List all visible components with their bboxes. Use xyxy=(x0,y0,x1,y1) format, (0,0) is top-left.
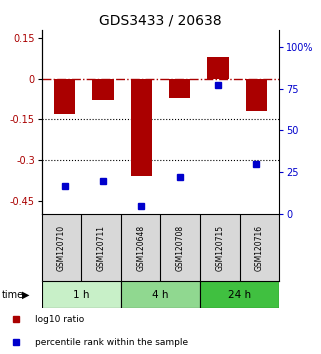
Text: GSM120710: GSM120710 xyxy=(57,225,66,271)
Text: GSM120716: GSM120716 xyxy=(255,225,264,271)
Bar xyxy=(121,281,200,308)
Bar xyxy=(200,281,279,308)
Text: log10 ratio: log10 ratio xyxy=(35,315,84,324)
Bar xyxy=(207,57,229,79)
Text: 24 h: 24 h xyxy=(228,290,251,300)
Bar xyxy=(92,79,114,101)
Text: 1 h: 1 h xyxy=(73,290,90,300)
Text: GSM120708: GSM120708 xyxy=(176,225,185,271)
Text: ▶: ▶ xyxy=(22,290,29,300)
Text: percentile rank within the sample: percentile rank within the sample xyxy=(35,338,188,347)
Text: GSM120715: GSM120715 xyxy=(215,225,224,271)
Bar xyxy=(246,79,267,111)
Text: time: time xyxy=(2,290,24,300)
Text: GSM120711: GSM120711 xyxy=(97,225,106,271)
Text: 4 h: 4 h xyxy=(152,290,169,300)
Bar xyxy=(42,281,121,308)
Title: GDS3433 / 20638: GDS3433 / 20638 xyxy=(99,13,222,28)
Bar xyxy=(169,79,190,98)
Text: GSM120648: GSM120648 xyxy=(136,225,145,271)
Bar xyxy=(54,79,75,114)
Bar xyxy=(131,79,152,176)
